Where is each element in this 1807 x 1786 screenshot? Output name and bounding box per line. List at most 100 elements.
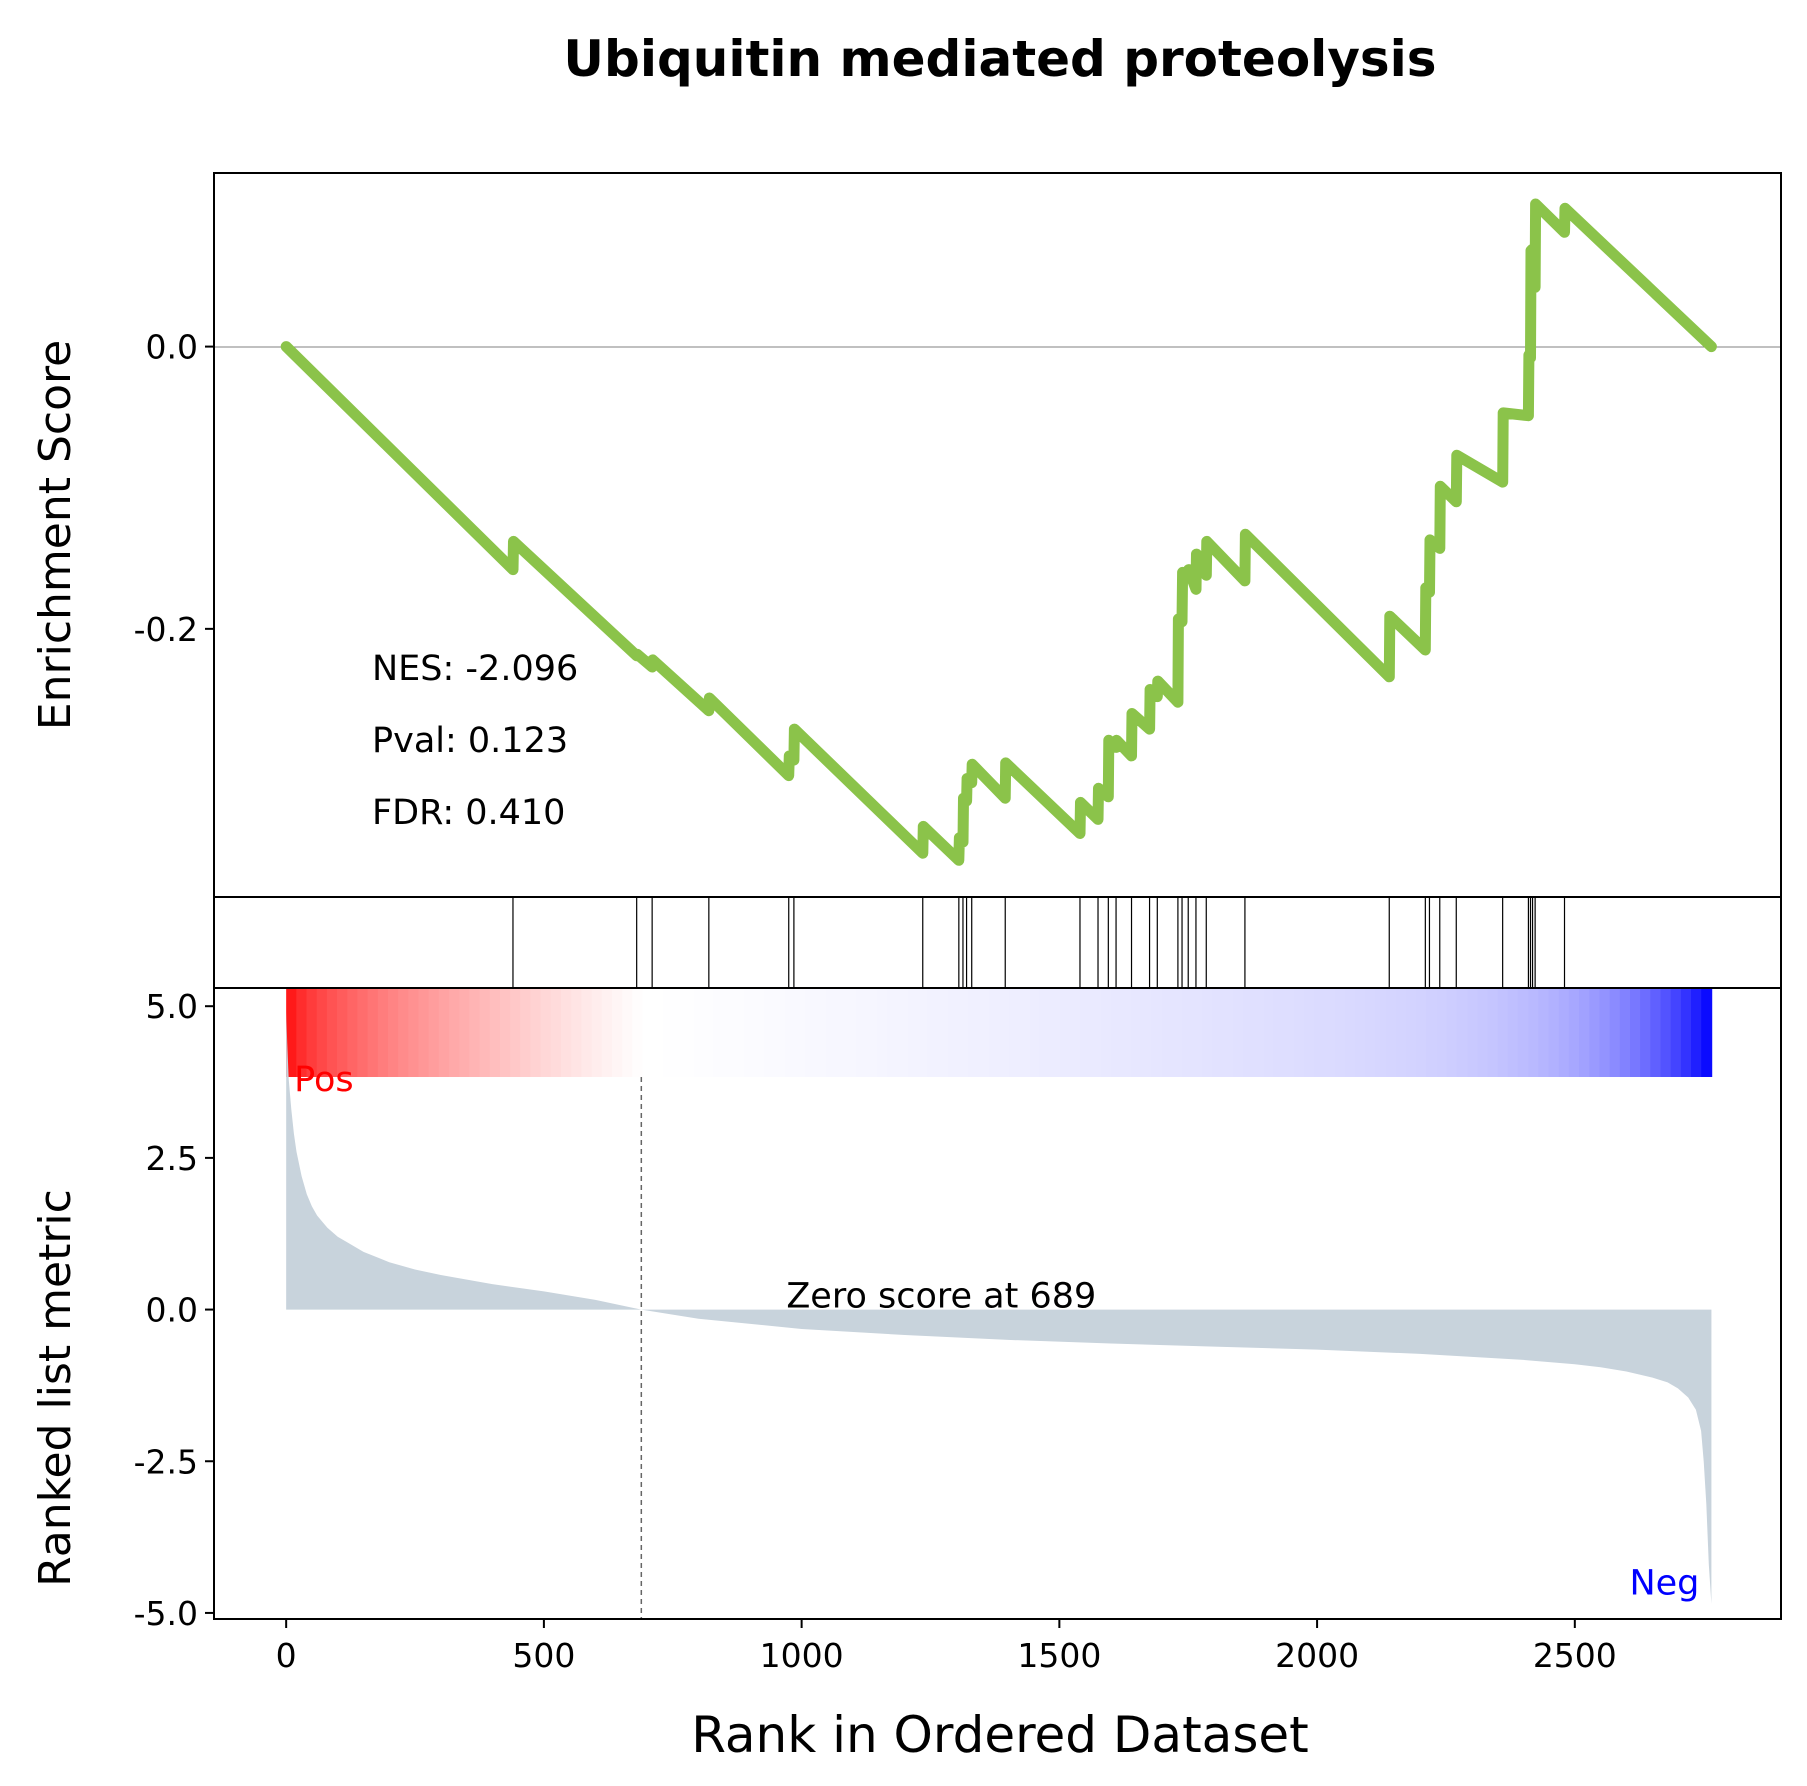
gradient-segment xyxy=(1406,988,1417,1077)
gradient-segment xyxy=(1609,988,1621,1077)
gradient-segment xyxy=(917,988,929,1077)
gradient-segment xyxy=(1528,988,1540,1077)
gradient-segment xyxy=(1222,988,1234,1077)
gradient-segment xyxy=(479,988,491,1077)
rank-panel-frame xyxy=(213,987,1782,1620)
gradient-segment xyxy=(438,988,450,1077)
gradient-segment xyxy=(469,988,481,1077)
gradient-segment xyxy=(825,988,837,1077)
gradient-segment xyxy=(866,988,878,1077)
gradient-segment xyxy=(1487,988,1499,1077)
gradient-segment xyxy=(652,988,664,1077)
hit-lines xyxy=(512,897,1566,988)
gradient-segment xyxy=(1019,988,1031,1077)
gradient-segment xyxy=(673,988,684,1077)
rank-gradient-bar xyxy=(286,988,1713,1077)
gradient-segment xyxy=(1701,988,1713,1077)
gradient-segment xyxy=(795,988,807,1077)
gradient-segment xyxy=(835,988,847,1077)
rank-ylabel: Ranked list metric xyxy=(30,1189,81,1587)
gradient-segment xyxy=(1049,988,1061,1077)
gradient-segment xyxy=(1477,988,1489,1077)
gradient-segment xyxy=(1080,988,1092,1077)
gradient-segment xyxy=(408,988,420,1077)
xtick-label: 0 xyxy=(276,1636,297,1675)
hits-panel-frame xyxy=(213,896,1782,989)
gradient-segment xyxy=(1120,988,1132,1077)
gradient-segment xyxy=(998,988,1010,1077)
gradient-segment xyxy=(1192,988,1204,1077)
gradient-segment xyxy=(1314,988,1326,1077)
gradient-segment xyxy=(1110,988,1122,1077)
gradient-segment xyxy=(978,988,990,1077)
gradient-segment xyxy=(1212,988,1224,1077)
gradient-segment xyxy=(1273,988,1285,1077)
gradient-segment xyxy=(958,988,970,1077)
gradient-segment xyxy=(316,988,328,1077)
gradient-segment xyxy=(764,988,776,1077)
gradient-segment xyxy=(296,988,308,1077)
gradient-segment xyxy=(418,988,430,1077)
chart-title: Ubiquitin mediated proteolysis xyxy=(563,30,1436,88)
gradient-segment xyxy=(693,988,705,1077)
pval-stat: Pval: 0.123 xyxy=(372,721,568,761)
gradient-segment xyxy=(326,988,338,1077)
gradient-segment xyxy=(988,988,1000,1077)
gradient-segment xyxy=(1008,988,1020,1077)
gradient-segment xyxy=(1579,988,1591,1077)
gradient-segment xyxy=(1029,988,1041,1077)
gradient-segment xyxy=(1344,988,1356,1077)
gradient-segment xyxy=(1324,988,1336,1077)
gradient-segment xyxy=(306,988,318,1077)
gradient-segment xyxy=(815,988,827,1077)
gradient-segment xyxy=(1589,988,1601,1077)
nes-stat: NES: -2.096 xyxy=(372,649,578,689)
gradient-segment xyxy=(520,988,532,1077)
gradient-segment xyxy=(428,988,440,1077)
gradient-segment xyxy=(1640,988,1652,1077)
gradient-segment xyxy=(550,988,562,1077)
gradient-segment xyxy=(459,988,471,1077)
gradient-segment xyxy=(1456,988,1468,1077)
gradient-segment xyxy=(805,988,817,1077)
gradient-segment xyxy=(357,988,369,1077)
fdr-stat: FDR: 0.410 xyxy=(372,793,565,833)
gradient-segment xyxy=(1558,988,1570,1077)
gradient-segment xyxy=(1161,988,1173,1077)
xtick-label: 500 xyxy=(512,1636,575,1675)
gradient-segment xyxy=(1263,988,1275,1077)
gradient-segment xyxy=(1059,988,1071,1077)
gradient-segment xyxy=(1619,988,1631,1077)
es-ytick-label: -0.2 xyxy=(134,610,198,649)
gradient-segment xyxy=(1538,988,1550,1077)
gradient-segment xyxy=(1131,988,1143,1077)
x-axis-label: Rank in Ordered Dataset xyxy=(691,1706,1308,1764)
rank-ytick-label: -5.0 xyxy=(134,1594,198,1633)
rank-ytick-label: 2.5 xyxy=(146,1139,198,1178)
gradient-segment xyxy=(377,988,389,1077)
gradient-segment xyxy=(927,988,939,1077)
gradient-segment xyxy=(1691,988,1703,1077)
gradient-segment xyxy=(947,988,959,1077)
rank-panel: Zero score at 689 Pos Neg 5.0 2.5 0.0 -2.5 -… xyxy=(30,987,1782,1675)
gradient-segment xyxy=(1100,988,1112,1077)
gradient-segment xyxy=(1426,988,1438,1077)
gradient-segment xyxy=(581,988,593,1077)
gradient-segment xyxy=(1507,988,1519,1077)
gradient-segment xyxy=(723,988,735,1077)
gradient-segment xyxy=(601,988,613,1077)
gradient-segment xyxy=(937,988,949,1077)
xtick-label: 2500 xyxy=(1533,1636,1617,1675)
gradient-segment xyxy=(968,988,980,1077)
gradient-segment xyxy=(561,988,573,1077)
gradient-segment xyxy=(754,988,766,1077)
gradient-segment xyxy=(1141,988,1153,1077)
gradient-segment xyxy=(632,988,644,1077)
gradient-segment xyxy=(856,988,868,1077)
gradient-segment xyxy=(449,988,461,1077)
gradient-segment xyxy=(1517,988,1529,1077)
gradient-segment xyxy=(785,988,796,1077)
gradient-segment xyxy=(571,988,583,1077)
rank-y-ticks: 5.0 2.5 0.0 -2.5 -5.0 xyxy=(134,987,214,1633)
gradient-segment xyxy=(642,988,654,1077)
